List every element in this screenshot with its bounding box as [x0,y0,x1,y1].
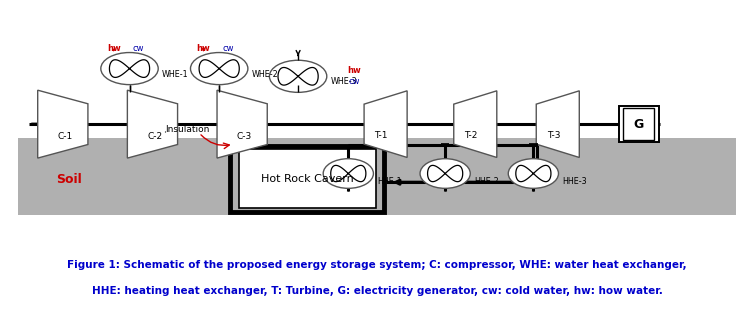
Text: HHE: heating heat exchanger, T: Turbine, G: electricity generator, cw: cold wate: HHE: heating heat exchanger, T: Turbine,… [91,286,663,296]
Bar [238,149,375,208]
Ellipse shape [420,159,470,188]
Text: hw: hw [197,44,210,53]
Text: Insulation: Insulation [165,125,210,134]
Ellipse shape [101,52,158,85]
Bar [230,146,385,212]
Bar [18,138,736,215]
Text: hw: hw [107,44,121,53]
Bar [619,106,658,142]
Text: Figure 1: Schematic of the proposed energy storage system; C: compressor, WHE: w: Figure 1: Schematic of the proposed ener… [67,259,687,270]
Bar [624,108,654,140]
Text: C-1: C-1 [57,131,72,140]
Polygon shape [454,91,497,157]
Text: G: G [633,117,644,131]
Text: cw: cw [133,44,144,53]
Text: HHE-1: HHE-1 [377,177,402,186]
Text: hw: hw [347,66,361,75]
Text: WHE-1: WHE-1 [162,70,188,79]
Ellipse shape [323,159,373,188]
Text: Hot Rock Cavern: Hot Rock Cavern [261,174,354,184]
Text: HHE-3: HHE-3 [562,177,587,186]
Polygon shape [364,91,407,157]
Polygon shape [127,90,178,158]
Ellipse shape [269,60,326,92]
Text: Soil: Soil [56,173,81,186]
Polygon shape [536,91,579,157]
Polygon shape [38,90,88,158]
Text: C-2: C-2 [147,131,162,140]
Text: WHE-2: WHE-2 [252,70,278,79]
Text: C-3: C-3 [237,131,252,140]
Text: T-3: T-3 [547,131,560,140]
Text: HHE-2: HHE-2 [474,177,498,186]
Text: T-2: T-2 [464,131,477,140]
Text: cw: cw [222,44,234,53]
Ellipse shape [191,52,248,85]
Polygon shape [217,90,267,158]
Text: WHE-3: WHE-3 [330,78,357,86]
Ellipse shape [508,159,559,188]
Text: cw: cw [348,78,360,86]
Text: T-1: T-1 [375,131,388,140]
